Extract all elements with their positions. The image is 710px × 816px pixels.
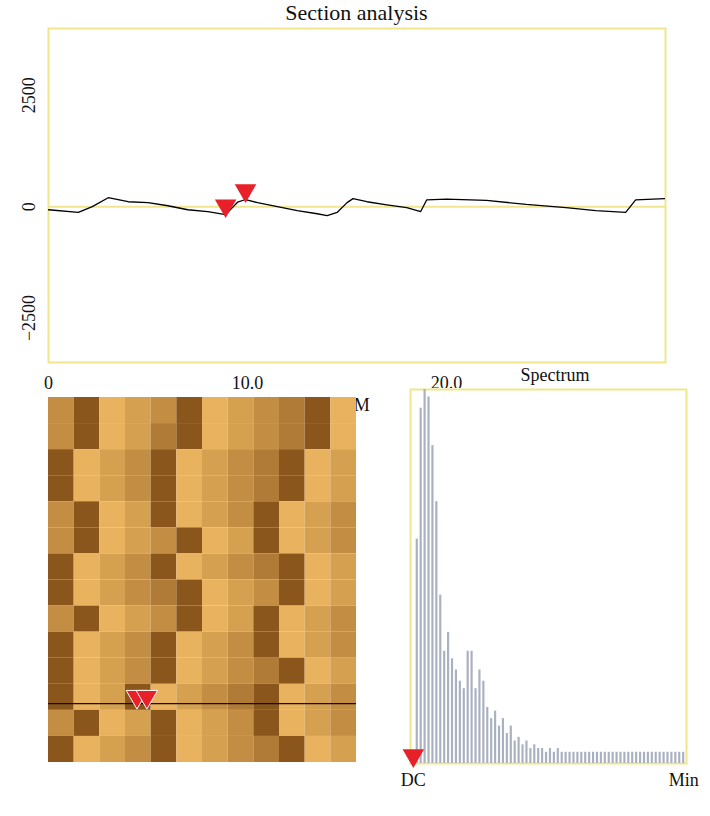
svg-text:2500: 2500 — [19, 77, 39, 113]
svg-text:Min: Min — [669, 770, 699, 790]
svg-text:20.0: 20.0 — [430, 373, 463, 394]
svg-text:DC: DC — [401, 770, 426, 790]
html-text:Spectrum: Spectrum — [520, 365, 590, 385]
svg-text:0: 0 — [19, 202, 39, 211]
svg-text:−2500: −2500 — [19, 295, 39, 341]
svg-text:0: 0 — [44, 373, 53, 393]
svg-text:μM: μM — [344, 394, 370, 415]
svg-text:10.0: 10.0 — [232, 373, 264, 393]
html-text:Section analysis: Section analysis — [285, 0, 428, 25]
